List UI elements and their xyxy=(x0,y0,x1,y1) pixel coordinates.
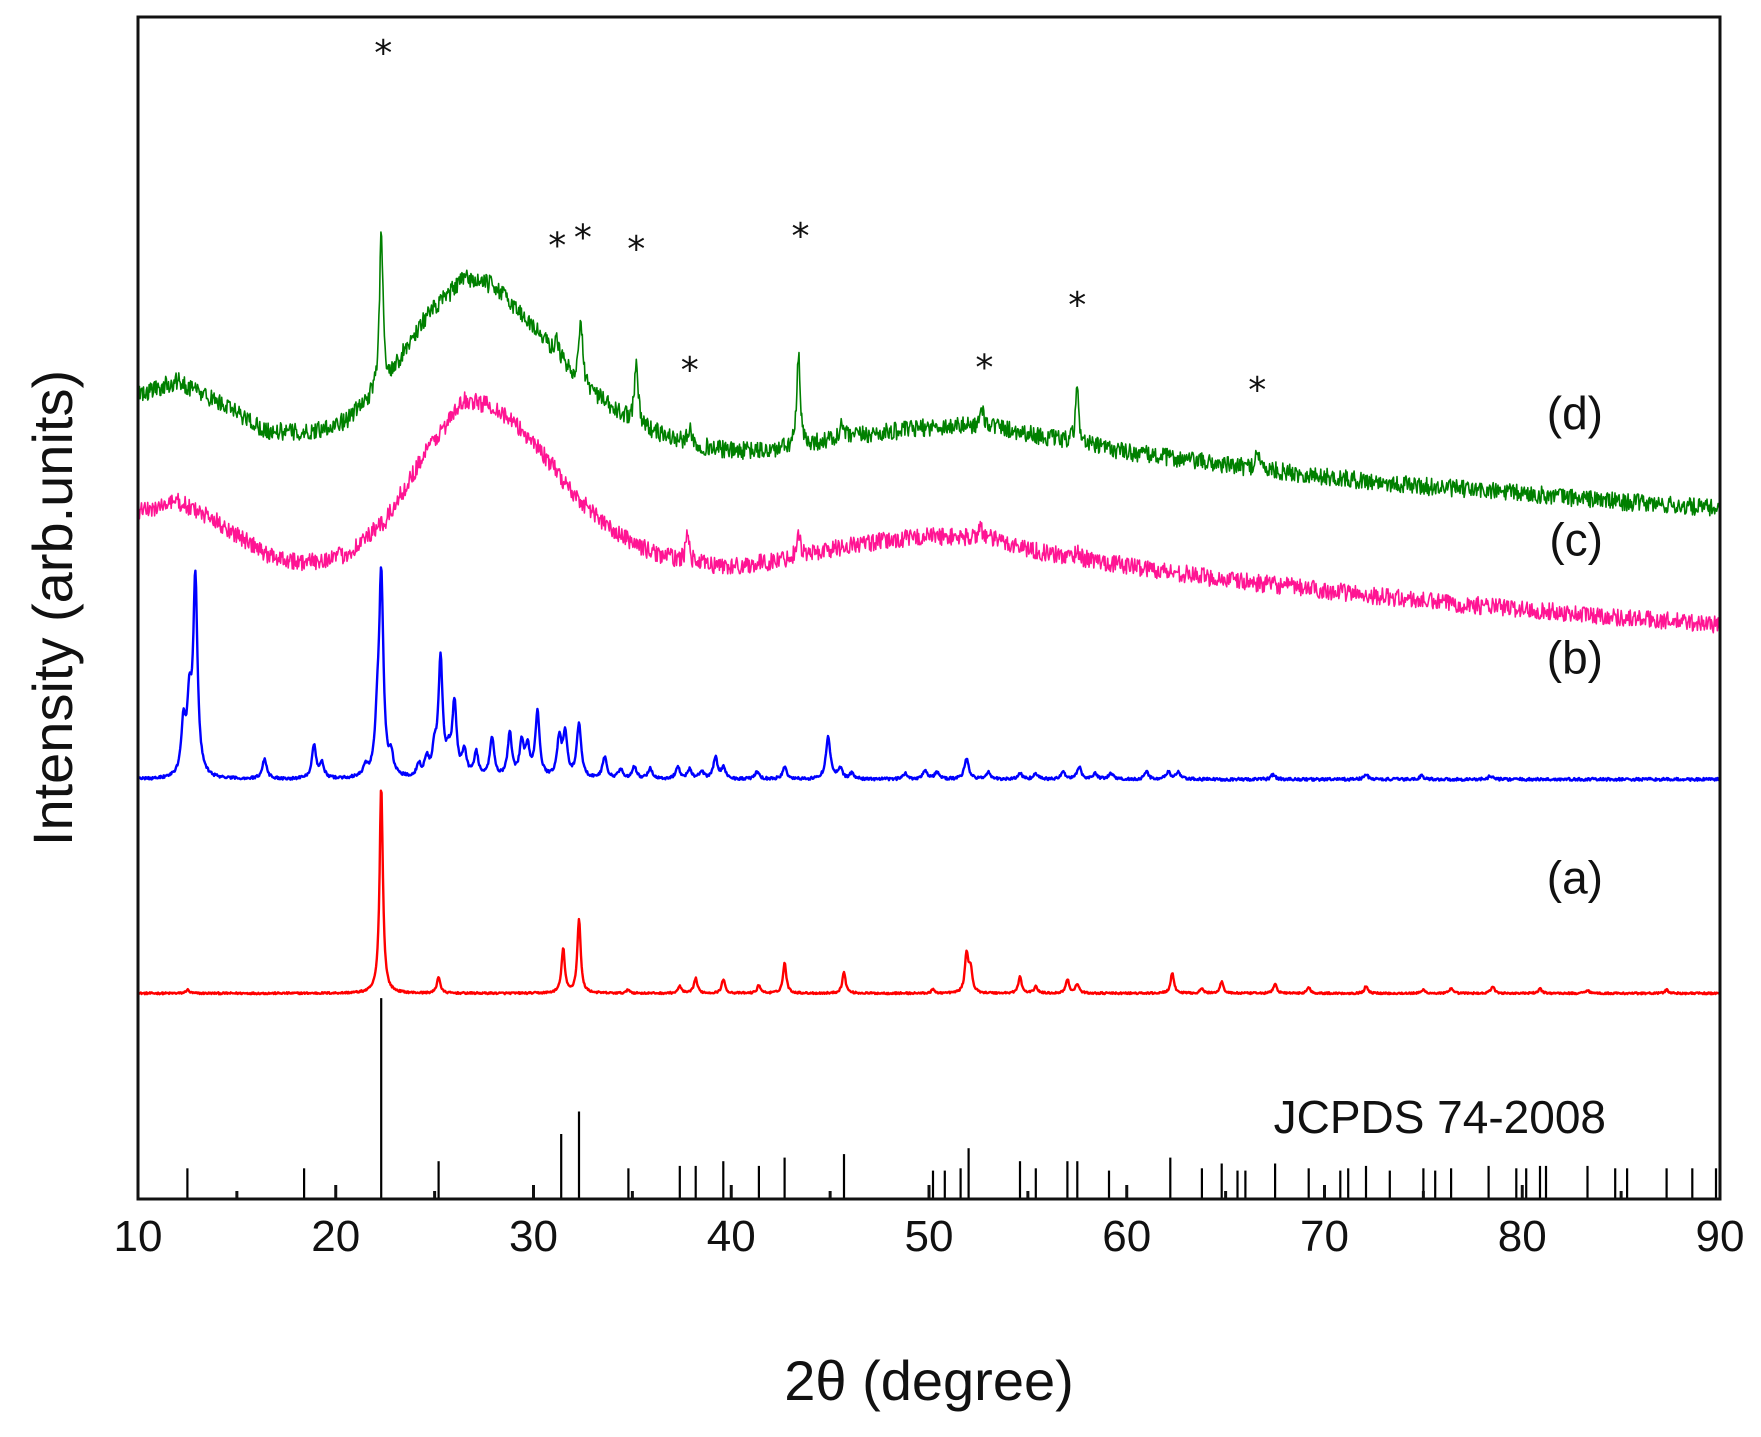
trace-label-2: (b) xyxy=(1547,632,1603,684)
series-layer xyxy=(136,231,1721,996)
reference-label: JCPDS 74-2008 xyxy=(1274,1091,1606,1143)
x-axis: 10 20 30 40 50 60 70 80 90 xyxy=(114,1185,1745,1261)
x-tick-label-8: 90 xyxy=(1696,1212,1745,1261)
x-tick-label-0: 10 xyxy=(114,1212,163,1261)
x-tick-label-3: 40 xyxy=(707,1212,756,1261)
peak-marker-7: * xyxy=(1068,285,1086,326)
annotation-layer: ** * ****** (d)(c)(b)(a) xyxy=(374,33,1603,904)
x-tick-label-5: 60 xyxy=(1102,1212,1151,1261)
x-tick-label-2: 30 xyxy=(509,1212,558,1261)
peak-marker-4: * xyxy=(681,350,699,391)
x-tick-label-1: 20 xyxy=(311,1212,360,1261)
series-line-d xyxy=(137,231,1721,517)
series-line-a xyxy=(137,789,1721,996)
x-axis-title: 2θ (degree) xyxy=(784,1349,1074,1412)
x-tick-label-7: 80 xyxy=(1498,1212,1547,1261)
trace-label-1: (c) xyxy=(1549,513,1603,565)
x-tick-label-6: 70 xyxy=(1300,1212,1349,1261)
peak-marker-8: * xyxy=(1248,370,1266,411)
peak-marker-3: * xyxy=(627,229,645,270)
peak-marker-2: * xyxy=(574,217,592,258)
y-axis-title: Intensity (arb.units) xyxy=(21,370,84,846)
trace-label-3: (a) xyxy=(1547,852,1603,904)
series-line-c xyxy=(137,391,1721,634)
reference-layer: JCPDS 74-2008 xyxy=(186,998,1718,1199)
peak-marker-6: * xyxy=(975,347,993,388)
trace-label-0: (d) xyxy=(1547,387,1603,439)
peak-marker-0: * xyxy=(374,33,392,74)
x-tick-label-4: 50 xyxy=(905,1212,954,1261)
series-line-b xyxy=(136,566,1721,782)
peak-marker-1: * xyxy=(548,226,566,267)
peak-marker-5: * xyxy=(792,216,810,257)
